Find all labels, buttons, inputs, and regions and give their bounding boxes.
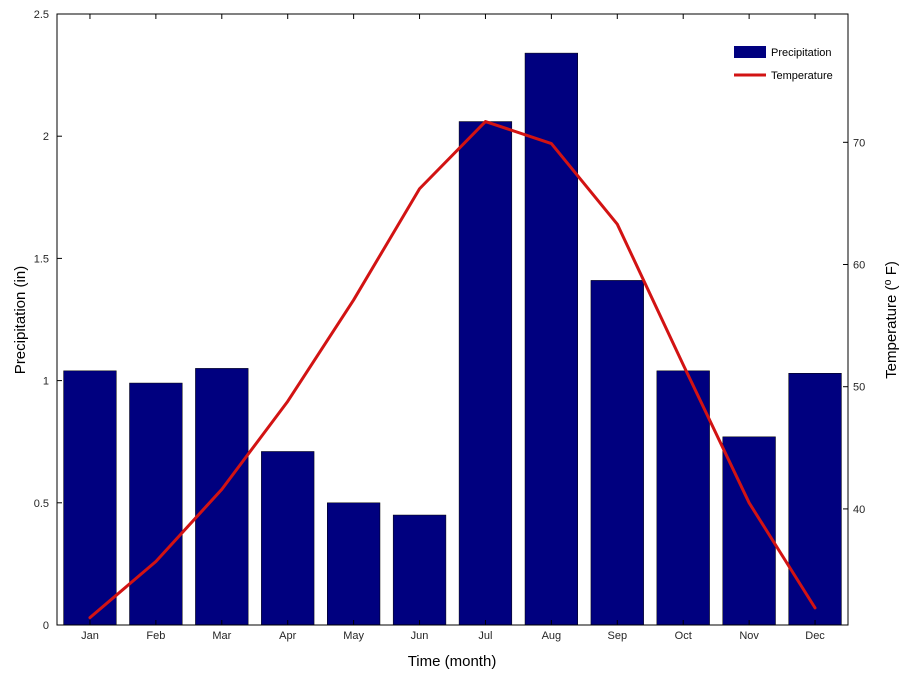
y-tick-label: 0.5	[34, 498, 49, 510]
x-tick-label: Sep	[608, 630, 628, 642]
legend-swatch-precipitation	[734, 46, 766, 58]
legend-label-temperature: Temperature	[771, 70, 833, 82]
y2-axis-title: Temperature (⁰ F)	[883, 261, 900, 379]
bars-layer	[63, 52, 842, 626]
precipitation-bar-apr	[261, 451, 315, 626]
y-tick-label: 2.5	[34, 9, 49, 21]
y-tick-label: 1	[43, 376, 49, 388]
x-tick-label: Jun	[411, 630, 429, 642]
x-tick-label: Dec	[805, 630, 825, 642]
x-tick-label: Aug	[542, 630, 562, 642]
y2-tick-label: 40	[853, 504, 865, 516]
x-tick-label: Oct	[675, 630, 692, 642]
y2-tick-label: 50	[853, 382, 865, 394]
axes-layer	[56, 13, 849, 626]
legend: Precipitation Temperature	[734, 46, 833, 82]
legend-label-precipitation: Precipitation	[771, 47, 832, 59]
y-tick-label: 0	[43, 620, 49, 632]
plot-frame	[56, 13, 849, 626]
precipitation-bar-aug	[524, 52, 578, 626]
precipitation-bar-mar	[195, 368, 249, 626]
ticks-layer: Jan Feb Mar Apr May Jun Jul Aug Sep Oct Nov Dec 0 0.5…	[34, 9, 866, 642]
y-tick-label: 2	[43, 131, 49, 143]
y-axis-title: Precipitation (in)	[12, 266, 29, 374]
precipitation-bar-sep	[590, 280, 644, 626]
x-tick-label: May	[343, 630, 364, 642]
x-axis-title: Time (month)	[408, 653, 497, 670]
x-tick-label: Mar	[212, 630, 231, 642]
precipitation-bar-feb	[129, 382, 183, 626]
precipitation-bar-dec	[788, 373, 842, 626]
temperature-line	[88, 120, 817, 620]
y2-tick-label: 70	[853, 137, 865, 149]
precipitation-bar-jul	[458, 121, 513, 626]
x-tick-label: Jan	[81, 630, 99, 642]
precipitation-bar-oct	[656, 370, 710, 626]
precipitation-bar-jan	[63, 370, 117, 626]
y-tick-label: 1.5	[34, 253, 49, 265]
line-layer	[88, 120, 817, 620]
precipitation-bar-jun	[392, 514, 447, 626]
x-tick-label: Feb	[146, 630, 165, 642]
x-tick-label: Nov	[739, 630, 759, 642]
x-tick-label: Jul	[478, 630, 492, 642]
x-tick-label: Apr	[279, 630, 296, 642]
y2-tick-label: 60	[853, 260, 865, 272]
precipitation-bar-may	[327, 502, 381, 626]
